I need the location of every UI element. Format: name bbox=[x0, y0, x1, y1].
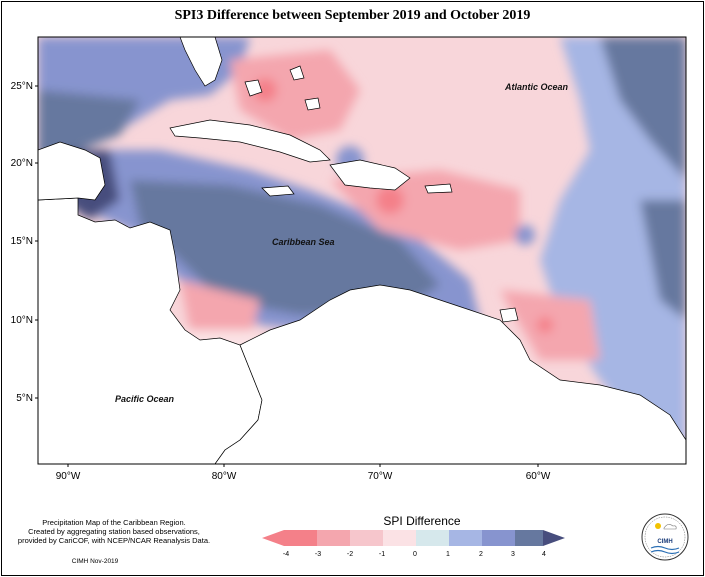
lat-ticks: 25°N 20°N 15°N 10°N 5°N bbox=[11, 81, 38, 404]
pacific-ocean-label: Pacific Ocean bbox=[115, 394, 175, 404]
credits-line: Created by aggregating station based obs… bbox=[28, 527, 200, 536]
colorbar-tick: 2 bbox=[479, 551, 483, 558]
colorbar-tick: -1 bbox=[379, 551, 385, 558]
legend-title: SPI Difference bbox=[383, 514, 461, 528]
lon-ticks: 90°W 80°W 70°W 60°W bbox=[56, 464, 551, 482]
credit-stamp: CIMH Nov-2019 bbox=[71, 558, 119, 565]
atlantic-ocean-label: Atlantic Ocean bbox=[504, 82, 569, 92]
credits-line: Precipitation Map of the Caribbean Regio… bbox=[42, 518, 186, 527]
map-title: SPI3 Difference between September 2019 a… bbox=[174, 8, 531, 23]
cimh-logo: CIMH bbox=[640, 512, 690, 562]
colorbar-arrow-left bbox=[262, 530, 284, 546]
map-border bbox=[37, 36, 687, 465]
spi-field bbox=[38, 37, 686, 464]
caribbean-sea-label: Caribbean Sea bbox=[272, 237, 335, 247]
lat-tick-label: 25°N bbox=[11, 81, 33, 92]
lat-tick-label: 10°N bbox=[11, 315, 33, 326]
lon-tick-label: 60°W bbox=[526, 471, 551, 482]
lon-tick-label: 80°W bbox=[212, 471, 237, 482]
logo-text: CIMH bbox=[657, 539, 672, 545]
lon-tick-label: 90°W bbox=[56, 471, 81, 482]
colorbar-arrow-right bbox=[543, 530, 565, 546]
lat-tick-label: 20°N bbox=[11, 158, 33, 169]
colorbar-tick: 4 bbox=[542, 551, 546, 558]
lon-tick-label: 70°W bbox=[368, 471, 393, 482]
colorbar: -4 -3 -2 -1 0 1 2 3 4 bbox=[262, 530, 565, 558]
colorbar-tick: -4 bbox=[283, 551, 289, 558]
land-masses bbox=[38, 37, 686, 464]
colorbar-tick: -2 bbox=[347, 551, 353, 558]
lat-tick-label: 15°N bbox=[11, 236, 33, 247]
colorbar-tick: -3 bbox=[315, 551, 321, 558]
colorbar-tick: 0 bbox=[413, 551, 417, 558]
lat-tick-label: 5°N bbox=[16, 393, 33, 404]
colorbar-tick: 3 bbox=[511, 551, 515, 558]
colorbar-tick: 1 bbox=[446, 551, 450, 558]
credits: Precipitation Map of the Caribbean Regio… bbox=[14, 518, 214, 545]
credits-line: provided by CariCOF, with NCEP/NCAR Rean… bbox=[17, 536, 211, 545]
